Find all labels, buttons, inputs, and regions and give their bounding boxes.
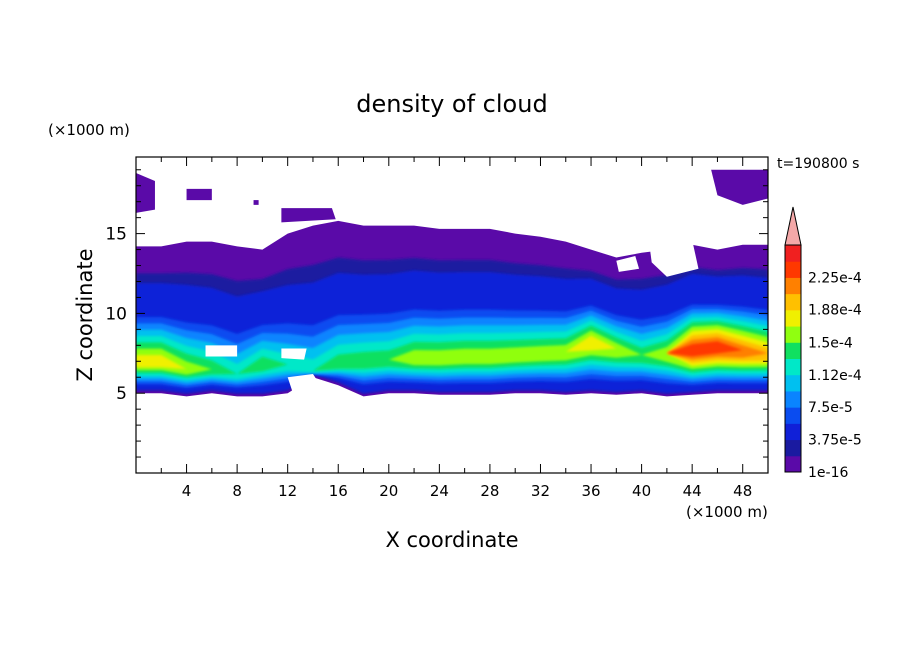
colorbar-extend-arrow <box>784 206 802 246</box>
cloud-blob <box>711 169 768 205</box>
x-tick-label: 48 <box>733 482 752 500</box>
x-tick-label: 32 <box>531 482 550 500</box>
y-tick-label: 5 <box>116 384 127 404</box>
colorbar-label: 1.88e-4 <box>808 302 862 318</box>
colorbar-swatch <box>785 326 801 343</box>
x-unit-label: (×1000 m) <box>686 503 768 521</box>
cloud-gap <box>281 348 307 360</box>
colorbar: 2.25e-4 1.88e-4 1.5e-4 1.12e-4 7.5e-5 3.75e-5… <box>784 206 862 481</box>
colorbar-swatch <box>785 390 801 408</box>
density-band <box>136 337 768 375</box>
colorbar-label: 1.12e-4 <box>808 368 862 384</box>
cloud-blob <box>186 188 212 201</box>
density-band <box>136 333 768 375</box>
x-axis: 4 8 12 16 20 24 28 32 36 40 44 48 <box>160 157 752 500</box>
colorbar-swatch <box>785 407 801 424</box>
cloud-gap <box>616 255 640 272</box>
x-tick-label: 28 <box>480 482 499 500</box>
density-band <box>136 321 768 378</box>
colorbar-label: 3.75e-5 <box>808 433 862 449</box>
density-field <box>136 169 768 397</box>
colorbar-swatch <box>785 309 801 327</box>
colorbar-label: 1.5e-4 <box>808 335 853 351</box>
colorbar-swatch <box>785 358 801 376</box>
x-tick-label: 16 <box>329 482 348 500</box>
colorbar-label: 7.5e-5 <box>808 400 853 416</box>
y-tick-label: 10 <box>105 304 127 324</box>
colorbar-label: 1e-16 <box>808 465 848 481</box>
density-band <box>136 329 768 375</box>
time-label: t=190800 s <box>777 156 859 172</box>
x-axis-label: X coordinate <box>385 528 518 552</box>
x-tick-label: 36 <box>581 482 600 500</box>
cloud-gap <box>287 374 326 397</box>
colorbar-label: 2.25e-4 <box>808 270 862 286</box>
colorbar-swatch <box>785 455 801 473</box>
plot-frame <box>135 156 769 474</box>
y-unit-label: (×1000 m) <box>48 121 130 139</box>
y-axis: 5 10 15 <box>105 169 768 458</box>
colorbar-swatch <box>785 245 801 262</box>
chart-title: density of cloud <box>356 90 547 118</box>
colorbar-swatch <box>785 261 801 278</box>
colorbar-swatch <box>785 342 801 359</box>
y-axis-label: Z coordinate <box>73 248 97 381</box>
density-band <box>136 340 768 375</box>
cloud-gap <box>647 233 699 277</box>
x-tick-label: 24 <box>430 482 449 500</box>
x-tick-label: 4 <box>182 482 192 500</box>
x-tick-label: 12 <box>278 482 297 500</box>
colorbar-frame <box>784 244 802 473</box>
x-tick-label: 8 <box>232 482 242 500</box>
colorbar-swatch <box>785 374 801 392</box>
x-tick-label: 20 <box>379 482 398 500</box>
cloud-blob <box>281 208 336 223</box>
colorbar-swatch <box>785 439 801 457</box>
density-band <box>136 325 768 375</box>
colorbar-swatch <box>785 423 801 441</box>
colorbar-swatch <box>785 277 801 295</box>
colorbar-swatch <box>785 293 801 311</box>
y-tick-label: 15 <box>105 225 127 245</box>
x-tick-label: 40 <box>632 482 651 500</box>
cloud-blob <box>136 172 155 213</box>
x-tick-label: 44 <box>683 482 702 500</box>
cloud-blob <box>253 200 259 205</box>
cloud-gap <box>205 345 238 357</box>
